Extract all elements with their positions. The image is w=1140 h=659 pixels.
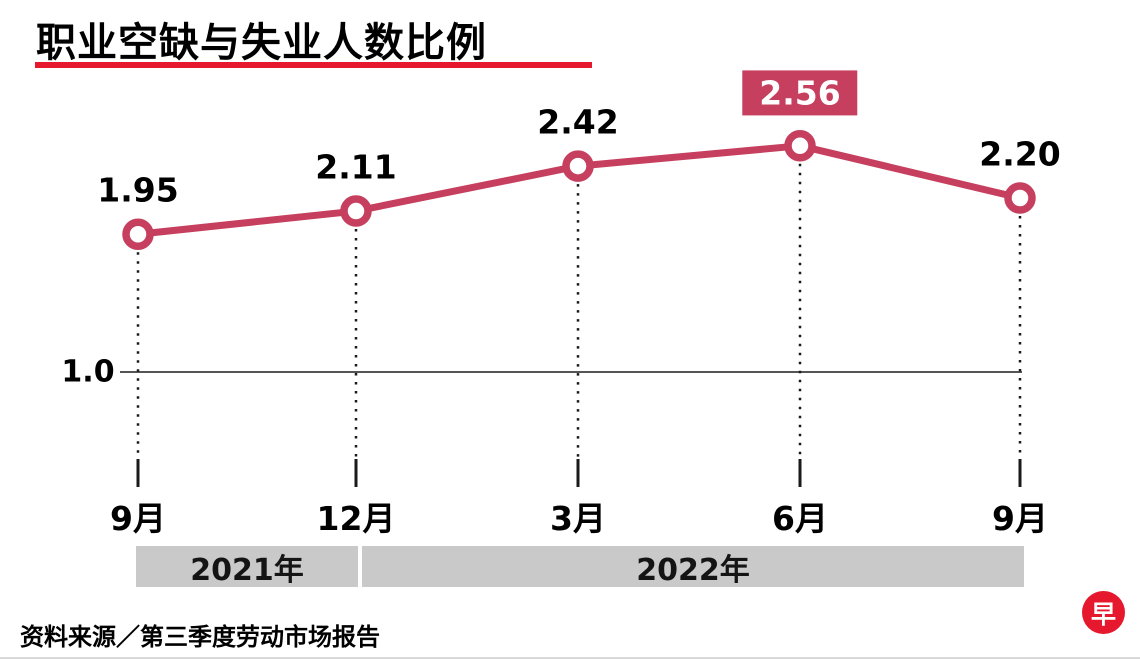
value-label: 2.11: [315, 147, 397, 187]
value-label: 2.42: [537, 102, 619, 142]
zaobao-logo-icon: 早: [1082, 591, 1125, 634]
x-axis-label: 9月: [992, 499, 1048, 538]
year-band: 2021年: [136, 546, 358, 588]
x-axis-label: 9月: [110, 499, 166, 538]
x-axis-label: 6月: [772, 499, 828, 538]
value-label: 2.20: [979, 134, 1061, 174]
data-point-marker: [122, 218, 154, 250]
bottom-divider: [0, 657, 1140, 659]
title-underline: [35, 62, 592, 68]
value-label: 1.95: [97, 170, 179, 210]
source-note: 资料来源／第三季度劳动市场报告: [20, 623, 380, 651]
data-point-marker: [1004, 182, 1036, 214]
value-label-highlighted: 2.56: [742, 70, 858, 116]
data-point-marker: [562, 150, 594, 182]
x-axis-label: 3月: [550, 499, 606, 538]
reference-line-label: 1.0: [61, 354, 115, 390]
x-axis-label: 12月: [316, 499, 396, 538]
year-band: 2022年: [362, 546, 1024, 588]
data-point-marker: [340, 195, 372, 227]
chart-title: 职业空缺与失业人数比例: [36, 20, 487, 66]
data-point-marker: [784, 130, 816, 162]
